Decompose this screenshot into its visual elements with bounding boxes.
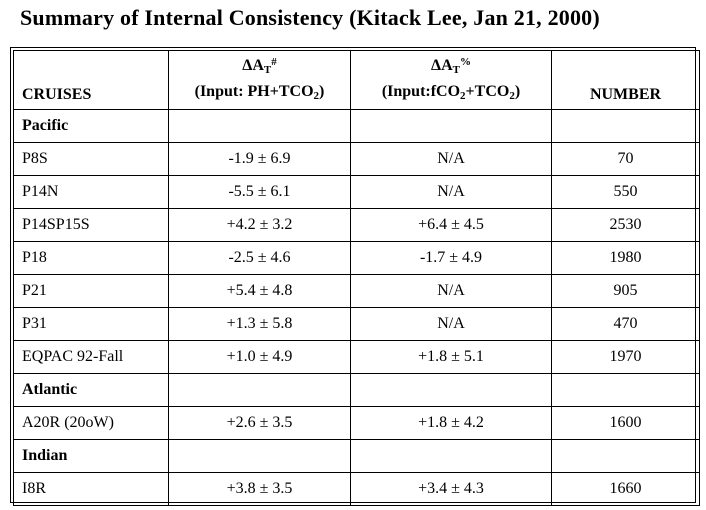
at-fco2-cell: +1.8 ± 4.2 — [350, 406, 552, 440]
at-fco2-cell — [350, 373, 552, 407]
header-number: NUMBER — [551, 50, 700, 110]
header-at-fco2-symbol: ΔAT% — [431, 56, 471, 76]
at-fco2-cell: N/A — [350, 274, 552, 308]
number-cell — [551, 373, 700, 407]
at-ph-cell — [168, 109, 351, 143]
table-row: P31 +1.3 ± 5.8 N/A 470 — [13, 307, 700, 341]
cruise-cell: EQPAC 92-Fall — [13, 340, 169, 374]
number-cell: 550 — [551, 175, 700, 209]
table-row: I8R +3.8 ± 3.5 +3.4 ± 4.3 1660 — [13, 472, 700, 506]
at-fco2-cell: +3.4 ± 4.3 — [350, 472, 552, 506]
cruise-cell: I8R — [13, 472, 169, 506]
header-row: CRUISES ΔAT# (Input: PH+TCO2) ΔAT% (Inpu… — [13, 50, 700, 110]
at-ph-cell: +3.8 ± 3.5 — [168, 472, 351, 506]
section-row: Pacific — [13, 109, 700, 143]
number-cell: 1970 — [551, 340, 700, 374]
cruise-cell: P31 — [13, 307, 169, 341]
at-ph-cell: +1.0 ± 4.9 — [168, 340, 351, 374]
table-row: P14SP15S +4.2 ± 3.2 +6.4 ± 4.5 2530 — [13, 208, 700, 242]
cruise-cell: P14SP15S — [13, 208, 169, 242]
cruise-cell: P8S — [13, 142, 169, 176]
at-ph-cell: -2.5 ± 4.6 — [168, 241, 351, 275]
number-cell: 70 — [551, 142, 700, 176]
number-cell: 1660 — [551, 472, 700, 506]
cruise-cell: A20R (20oW) — [13, 406, 169, 440]
header-cruises: CRUISES — [13, 50, 169, 110]
at-fco2-cell: +1.8 ± 5.1 — [350, 340, 552, 374]
at-ph-cell: -5.5 ± 6.1 — [168, 175, 351, 209]
number-cell: 905 — [551, 274, 700, 308]
number-cell — [551, 109, 700, 143]
at-fco2-cell: N/A — [350, 175, 552, 209]
at-fco2-cell: N/A — [350, 142, 552, 176]
at-ph-cell: +1.3 ± 5.8 — [168, 307, 351, 341]
header-at-ph: ΔAT# (Input: PH+TCO2) — [168, 50, 351, 110]
number-cell: 470 — [551, 307, 700, 341]
at-ph-cell — [168, 373, 351, 407]
number-cell — [551, 439, 700, 473]
cruise-cell: Pacific — [13, 109, 169, 143]
table-row: P18 -2.5 ± 4.6 -1.7 ± 4.9 1980 — [13, 241, 700, 275]
table-row: A20R (20oW) +2.6 ± 3.5 +1.8 ± 4.2 1600 — [13, 406, 700, 440]
at-ph-cell: -1.9 ± 6.9 — [168, 142, 351, 176]
cruise-cell: P21 — [13, 274, 169, 308]
at-ph-cell: +5.4 ± 4.8 — [168, 274, 351, 308]
header-at-ph-symbol: ΔAT# — [242, 56, 277, 76]
at-ph-cell: +2.6 ± 3.5 — [168, 406, 351, 440]
number-cell: 1980 — [551, 241, 700, 275]
at-fco2-cell — [350, 109, 552, 143]
header-at-fco2-input: (Input:fCO2+TCO2) — [381, 83, 521, 102]
table-row: P21 +5.4 ± 4.8 N/A 905 — [13, 274, 700, 308]
cruise-cell: P14N — [13, 175, 169, 209]
table-row: EQPAC 92-Fall +1.0 ± 4.9 +1.8 ± 5.1 1970 — [13, 340, 700, 374]
summary-table-outer-border: CRUISES ΔAT# (Input: PH+TCO2) ΔAT% (Inpu… — [10, 47, 700, 506]
at-fco2-cell: -1.7 ± 4.9 — [350, 241, 552, 275]
header-at-ph-input: (Input: PH+TCO2) — [194, 83, 325, 102]
table-row: P14N -5.5 ± 6.1 N/A 550 — [13, 175, 700, 209]
section-row: Indian — [13, 439, 700, 473]
at-fco2-cell: N/A — [350, 307, 552, 341]
page-title: Summary of Internal Consistency (Kitack … — [20, 5, 600, 30]
cruise-cell: Indian — [13, 439, 169, 473]
header-at-fco2: ΔAT% (Input:fCO2+TCO2) — [350, 50, 552, 110]
number-cell: 1600 — [551, 406, 700, 440]
number-cell: 2530 — [551, 208, 700, 242]
cruise-cell: Atlantic — [13, 373, 169, 407]
at-fco2-cell — [350, 439, 552, 473]
cruise-cell: P18 — [13, 241, 169, 275]
section-row: Atlantic — [13, 373, 700, 407]
at-fco2-cell: +6.4 ± 4.5 — [350, 208, 552, 242]
table-row: P8S -1.9 ± 6.9 N/A 70 — [13, 142, 700, 176]
at-ph-cell: +4.2 ± 3.2 — [168, 208, 351, 242]
summary-table: CRUISES ΔAT# (Input: PH+TCO2) ΔAT% (Inpu… — [13, 50, 700, 506]
at-ph-cell — [168, 439, 351, 473]
